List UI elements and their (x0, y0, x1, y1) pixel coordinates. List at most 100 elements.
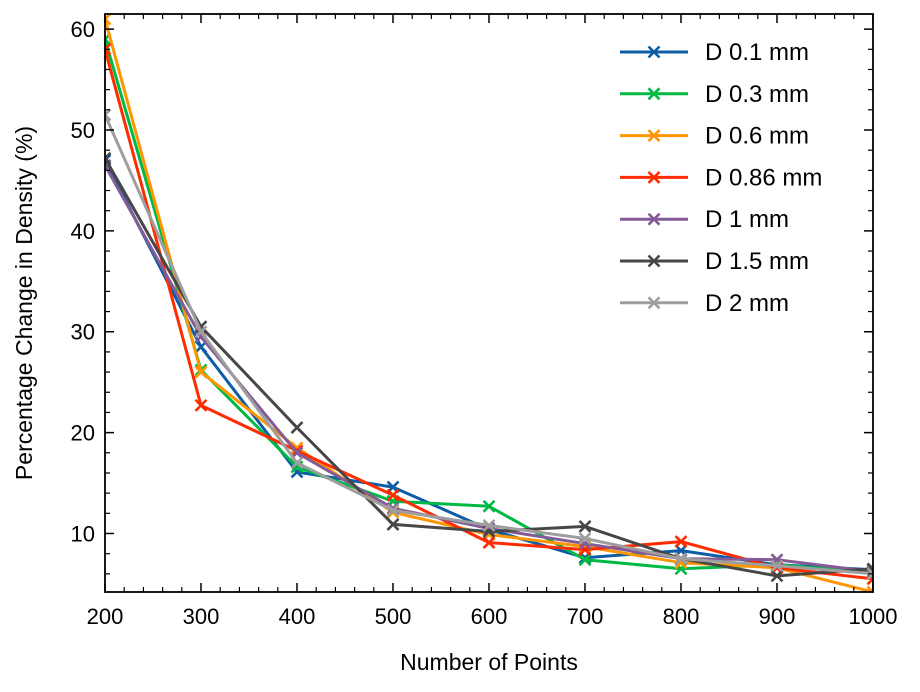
ticks-layer (104, 14, 874, 592)
series-layer (105, 14, 873, 592)
data-point (105, 14, 112, 26)
x-tick-label: 500 (375, 604, 412, 629)
data-point (770, 559, 784, 573)
marker-stroke (386, 503, 400, 517)
data-point (578, 520, 592, 533)
legend-entry: D 2 mm (620, 290, 789, 317)
marker-stroke (105, 37, 112, 46)
marker-stroke (105, 47, 112, 56)
legend-marker (647, 45, 661, 59)
marker-stroke (647, 45, 661, 59)
data-point (105, 108, 112, 122)
tick-labels-layer: 200 300 400 500 600 700 800 900 1000 10 20 30 40 50 60 (71, 17, 898, 629)
marker-stroke (194, 365, 208, 379)
marker-stroke (105, 108, 112, 117)
legend-marker (647, 212, 661, 226)
y-tick-label: 50 (71, 118, 95, 143)
x-tick-label: 200 (87, 604, 124, 629)
data-point (866, 585, 873, 592)
legend-entry: D 0.1 mm (620, 39, 809, 66)
y-tick-label: 60 (71, 17, 95, 42)
marker-stroke (647, 254, 661, 268)
data-point (194, 365, 208, 379)
marker-stroke (866, 562, 873, 571)
data-point (386, 503, 400, 517)
legend-label: D 0.6 mm (705, 123, 809, 150)
marker-stroke (647, 170, 661, 184)
marker-stroke (194, 330, 208, 344)
legend-label: D 0.86 mm (705, 164, 822, 191)
marker-stroke (194, 398, 208, 412)
legend-marker (647, 296, 661, 310)
marker-stroke (194, 325, 208, 339)
x-tick-label: 900 (759, 604, 796, 629)
marker-stroke (674, 535, 688, 548)
data-point (578, 532, 592, 545)
marker-stroke (578, 520, 592, 533)
marker-stroke (386, 517, 400, 531)
data-point (194, 398, 208, 412)
marker-stroke (866, 585, 873, 592)
legend-marker (647, 87, 661, 101)
marker-stroke (290, 441, 304, 455)
legend-label: D 0.1 mm (705, 39, 809, 66)
y-tick-label: 40 (71, 219, 95, 244)
x-axis-label: Number of Points (400, 649, 578, 675)
marker-stroke (647, 87, 661, 101)
y-axis-label: Percentage Change in Density (%) (11, 126, 37, 480)
marker-stroke (105, 163, 112, 172)
marker-stroke (105, 42, 112, 52)
marker-stroke (482, 499, 496, 513)
marker-stroke (386, 488, 400, 502)
marker-stroke (866, 572, 873, 581)
x-tick-label: 400 (279, 604, 316, 629)
legend-entry: D 0.86 mm (620, 164, 822, 191)
legend-label: D 1 mm (705, 206, 789, 233)
legend-marker (647, 170, 661, 184)
marker-stroke (647, 129, 661, 143)
data-point (105, 42, 112, 56)
marker-stroke (290, 456, 304, 470)
marker-stroke (194, 320, 208, 334)
y-tick-label: 30 (71, 320, 95, 345)
marker-stroke (105, 14, 112, 21)
marker-stroke (578, 553, 592, 567)
marker-stroke (105, 113, 112, 122)
marker-stroke (866, 569, 873, 579)
marker-stroke (770, 559, 784, 573)
x-tick-label: 700 (567, 604, 604, 629)
marker-stroke (674, 552, 688, 566)
marker-stroke (866, 567, 873, 576)
data-point (105, 151, 112, 165)
y-tick-label: 10 (71, 521, 95, 546)
marker-stroke (105, 153, 112, 163)
data-point (578, 553, 592, 567)
data-point (386, 488, 400, 502)
legend-label: D 2 mm (705, 290, 789, 317)
data-point (482, 519, 496, 532)
legend-label: D 1.5 mm (705, 248, 809, 275)
data-point (290, 456, 304, 470)
legend-entry: D 1.5 mm (620, 248, 809, 275)
marker-stroke (866, 577, 873, 586)
data-point (770, 569, 784, 583)
data-point (482, 499, 496, 513)
data-point (386, 517, 400, 531)
data-point (866, 567, 873, 581)
legend-label: D 0.3 mm (705, 81, 809, 108)
data-point (290, 421, 304, 434)
marker-stroke (105, 156, 112, 165)
legend: D 0.1 mm D 0.3 mm D 0.6 mm D 0.86 mm D 1 mm D… (620, 39, 822, 317)
marker-stroke (386, 501, 400, 515)
data-point (674, 535, 688, 548)
x-tick-label: 1000 (849, 604, 898, 629)
legend-entry: D 1 mm (620, 206, 789, 233)
legend-entry: D 0.6 mm (620, 123, 809, 150)
y-tick-label: 20 (71, 421, 95, 446)
marker-stroke (647, 212, 661, 226)
marker-stroke (482, 536, 496, 549)
data-point (674, 552, 688, 566)
x-tick-label: 800 (663, 604, 700, 629)
data-point (482, 536, 496, 549)
